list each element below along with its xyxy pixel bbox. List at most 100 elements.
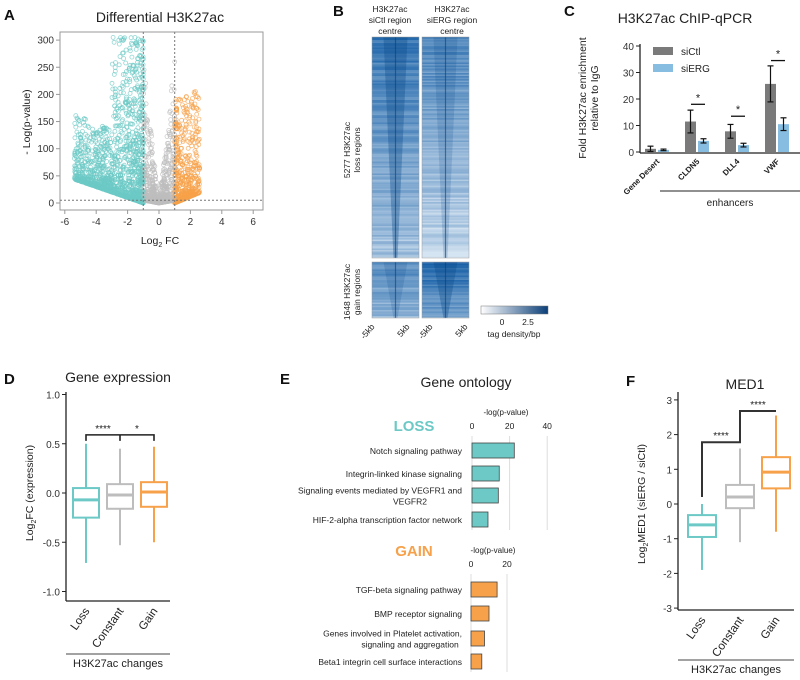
go-group-label: LOSS — [394, 418, 435, 435]
volcano-point — [73, 113, 79, 118]
volcano-point — [72, 155, 77, 161]
volcano-point — [120, 117, 126, 123]
volcano-point — [172, 59, 178, 65]
category-label: Gain — [759, 615, 783, 642]
volcano-point — [190, 185, 196, 191]
heatmap-x-tick-label: -5kb — [416, 322, 434, 341]
x-tick-label: -4 — [92, 217, 101, 228]
category-label: Gene Desert — [622, 157, 662, 197]
volcano-point — [193, 163, 199, 169]
bar-sictl — [765, 83, 776, 152]
volcano-point — [115, 109, 121, 114]
volcano-point — [136, 152, 141, 157]
volcano-point — [140, 45, 146, 51]
y-tick-label: -1.0 — [43, 588, 61, 599]
volcano-point — [110, 86, 116, 92]
volcano-point — [153, 194, 159, 200]
volcano-point — [147, 196, 153, 202]
volcano-point — [85, 123, 91, 129]
y-tick-label: -2 — [663, 569, 672, 580]
volcano-point — [105, 167, 110, 173]
volcano-point — [149, 189, 155, 195]
volcano-point — [121, 90, 126, 96]
volcano-point — [132, 86, 138, 91]
category-label: Gain — [137, 606, 161, 633]
volcano-point — [77, 178, 83, 184]
volcano-point — [74, 129, 80, 135]
volcano-point — [179, 192, 185, 198]
volcano-point — [78, 137, 84, 143]
volcano-point — [97, 136, 102, 142]
gene-expression-title: Gene expression — [65, 369, 171, 385]
x-tick-label: 2 — [188, 217, 194, 228]
heatmap-row-group-label: loss regions — [352, 127, 362, 172]
volcano-point — [189, 193, 195, 199]
y-tick-label: 1 — [666, 465, 672, 476]
volcano-point — [120, 72, 126, 77]
volcano-point — [177, 134, 183, 140]
heatmap-x-tick-label: -5kb — [358, 322, 376, 341]
volcano-point — [153, 173, 159, 179]
volcano-point — [140, 113, 146, 118]
category-label: CLDN5 — [676, 157, 702, 183]
volcano-point — [112, 68, 118, 74]
volcano-point — [72, 121, 78, 126]
volcano-point — [80, 128, 85, 134]
volcano-point — [183, 176, 189, 182]
volcano-point — [127, 48, 133, 54]
significance-star: * — [776, 49, 781, 61]
volcano-point — [136, 109, 142, 115]
y-tick-label: -0.5 — [43, 538, 61, 549]
volcano-point — [143, 101, 149, 107]
volcano-point — [121, 169, 127, 175]
volcano-point — [167, 131, 172, 137]
volcano-ylabel: - Log(p-value) — [21, 89, 33, 154]
volcano-point — [127, 79, 133, 85]
volcano-point — [135, 157, 141, 163]
volcano-point — [132, 35, 138, 40]
significance-star: * — [736, 104, 741, 116]
volcano-point — [170, 180, 176, 186]
y-tick-label: 3 — [666, 396, 672, 407]
volcano-point — [149, 133, 155, 139]
volcano-point — [83, 137, 89, 143]
volcano-point — [150, 161, 156, 167]
volcano-point — [114, 148, 120, 154]
y-tick-label: 0.0 — [46, 489, 60, 500]
heatmap-frame — [421, 261, 470, 319]
volcano-point — [193, 152, 199, 158]
volcano-point — [127, 121, 133, 127]
volcano-point — [166, 143, 172, 149]
volcano-point — [159, 180, 165, 185]
volcano-point — [118, 176, 124, 182]
heatmap-block — [371, 261, 420, 319]
volcano-point — [196, 142, 202, 147]
volcano-point — [76, 170, 82, 176]
volcano-point — [114, 185, 119, 191]
y-tick-label: 20 — [623, 95, 635, 106]
volcano-point — [184, 155, 190, 161]
volcano-point — [75, 159, 81, 165]
volcano-point — [192, 135, 198, 140]
volcano-point — [131, 63, 136, 69]
volcano-point — [147, 140, 153, 146]
significance-label: **** — [713, 431, 729, 442]
volcano-point — [146, 138, 152, 144]
volcano-point — [138, 197, 144, 203]
significance-star: * — [696, 92, 701, 104]
volcano-point — [192, 89, 198, 94]
volcano-point — [174, 144, 180, 150]
volcano-point — [186, 193, 191, 199]
go-bar — [470, 581, 498, 598]
volcano-point — [132, 68, 138, 74]
go-bar — [471, 465, 500, 482]
volcano-point — [84, 143, 90, 149]
volcano-point — [86, 145, 91, 151]
volcano-point — [100, 186, 106, 192]
gene-expression-boxplot: Gene expression Log2FC (expression) 1.0 0… — [24, 369, 171, 670]
go-x-tick-label: 20 — [505, 421, 515, 431]
volcano-point — [129, 54, 135, 60]
volcano-point — [179, 185, 185, 191]
volcano-point — [109, 132, 115, 138]
y-tick-label: 30 — [623, 69, 635, 80]
